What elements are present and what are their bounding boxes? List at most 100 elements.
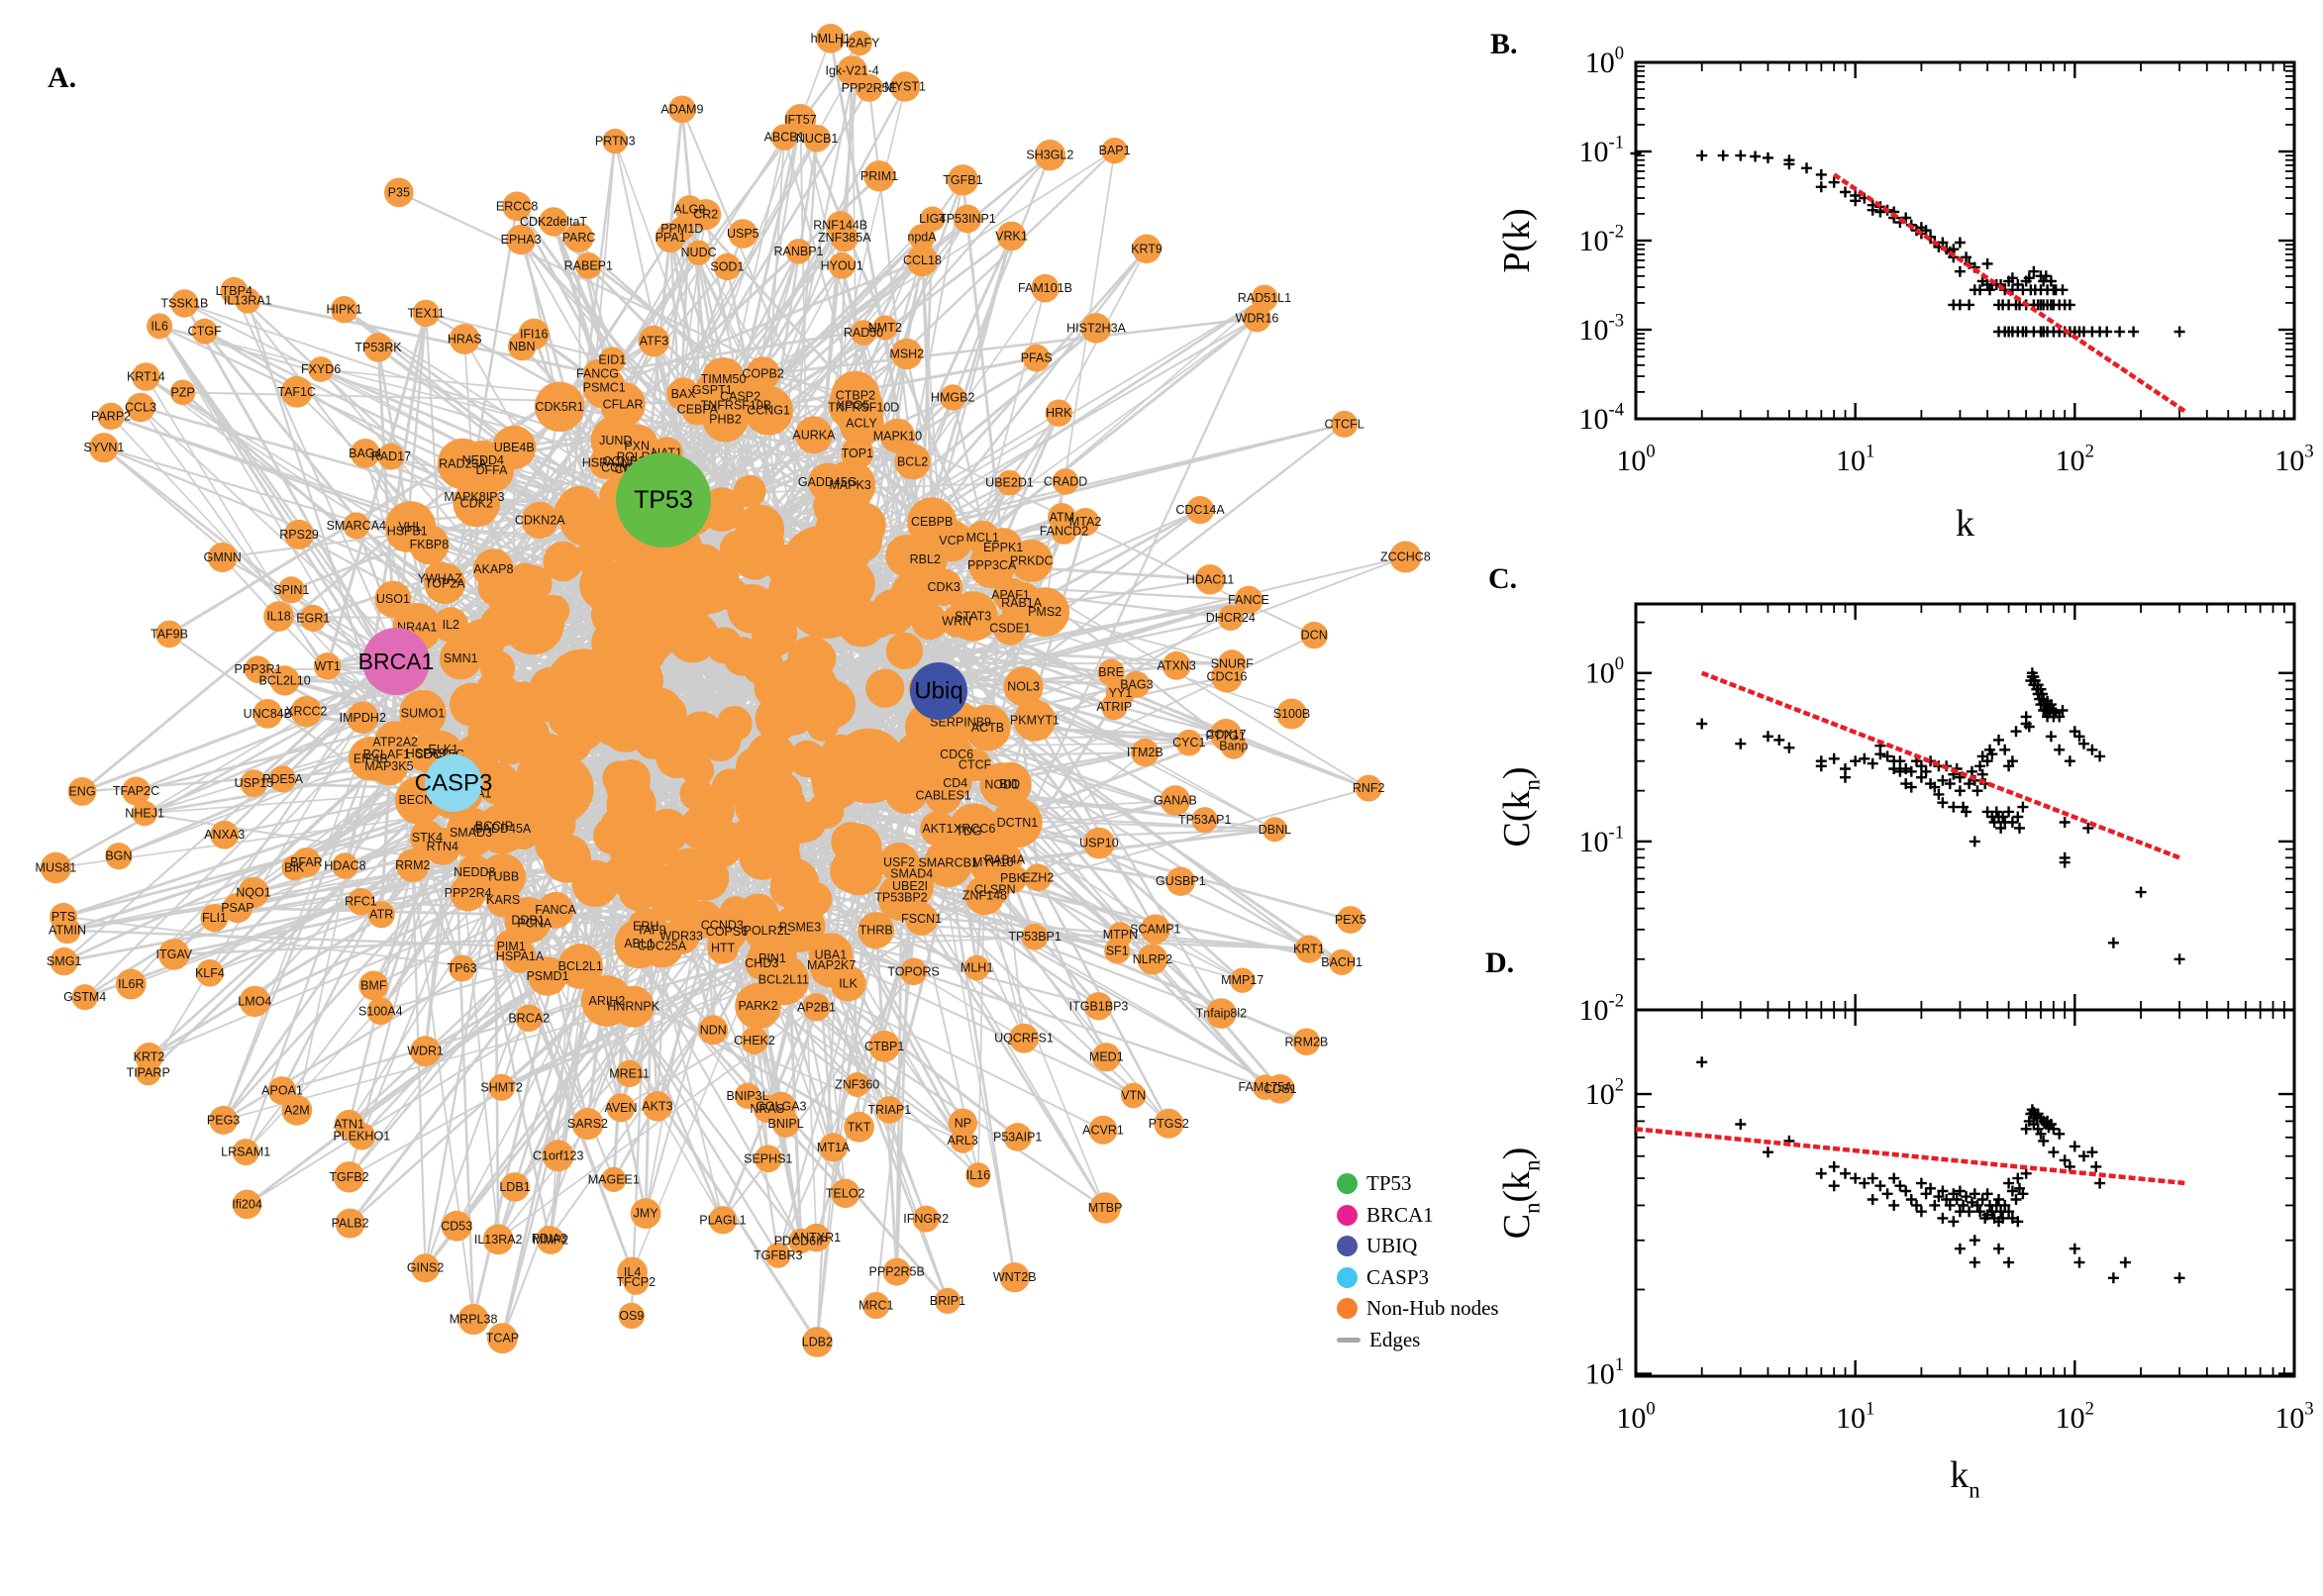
network-node [196,959,224,987]
network-node-label: PRKDC [1010,554,1054,568]
scatter-point [1993,1194,2004,1205]
scatter-point [2045,731,2057,743]
network-node-label: SCAMP1 [1130,923,1180,937]
network-node-label: BCL2L1 [558,959,603,973]
scatter-point [2017,801,2029,813]
axis-tick-label: 10-2 [1579,222,1625,258]
network-node [367,901,395,929]
network-node-label: STK4 [412,831,443,845]
network-node-label: S100B [1273,707,1311,721]
scatter-point [2094,750,2106,762]
network-node-label: ZNF385A [818,231,871,245]
scatter-point [2006,755,2018,767]
network-node-label: HSPA1A [496,949,545,963]
scatter-point [1964,778,1975,790]
scatter-point [1850,755,1862,767]
network-node [450,682,493,727]
network-node [343,512,370,540]
network-node-label: KRT14 [127,370,165,384]
panel-label-c: C. [1488,562,1518,595]
network-node-label: RPS29 [279,528,319,542]
axis-tick-label: 10-3 [1579,311,1625,348]
network-node-label: NOL3 [1007,680,1040,694]
scatter-point [1951,1194,1963,1205]
panel-b-plot: 100 10-1 10-2 10-3 10-4 100 101 102 103 k P(k) [1496,44,2314,546]
network-node [500,1172,530,1202]
scatter-point [1954,771,1966,783]
network-node [618,1302,645,1330]
network-node-label: ERCC8 [496,199,538,213]
network-node-label: FLI1 [202,911,227,925]
network-node-label: Banp [1219,740,1248,753]
network-node [449,954,476,982]
scatter-point [2173,326,2185,338]
scatter-point [1850,195,1862,207]
network-node-label: DCTN1 [997,816,1039,830]
network-node [1100,693,1128,721]
network-edge [938,598,1250,693]
network-node [1154,1108,1184,1139]
network-node [210,820,240,849]
network-node-label: GMNN [204,550,242,564]
scatter-point [2086,744,2098,755]
legend-item: BRCA1 [1337,1200,1499,1232]
network-node [50,947,78,976]
scatter-point [2003,1177,2015,1189]
network-node [534,381,585,432]
network-edge [62,798,420,919]
scatter-point [1867,1172,1878,1184]
network-node-label: IL13RA2 [474,1233,523,1247]
network-node-label: DHCR24 [1206,611,1256,625]
network-node [67,777,97,806]
scatter-point [1773,734,1785,746]
network-node-label: TRIAP1 [867,1103,911,1117]
network-node [439,637,482,680]
scatter-point [2059,817,2070,828]
network-node-label: CEBPA [677,402,719,416]
scatter-point [2073,1256,2085,1268]
network-node-label: NRAS [750,1102,784,1116]
network-node-label: BIK [284,861,305,875]
network-node-label: VHL [398,520,422,534]
network-node [132,362,160,391]
network-node-label: CTCFL [1324,417,1364,431]
network-node [947,164,979,196]
network-node-label: IFI16 [520,328,549,342]
network-node [865,668,905,708]
network-node-label: WNT2B [993,1270,1037,1284]
network-node-label: CDC16 [1207,670,1248,684]
network-node-label: ZNF148 [962,888,1007,902]
network-node-label: GADD45A [473,822,532,836]
network-node-label: EPPK1 [983,541,1023,554]
network-node-label: TCAP [486,1332,519,1346]
network-node [875,1096,904,1124]
scatter-point [1995,822,2007,834]
hub-node-label: BRCA1 [358,648,435,674]
network-node-label: CCND3 [701,919,744,933]
network-node-label: CTGF [188,325,222,339]
scatter-point [1969,1256,1980,1268]
network-node-label: TOPORS [887,964,940,978]
network-node-label: RABEP1 [564,258,613,272]
network-node-label: CABLES1 [915,789,970,803]
network-node [200,904,229,933]
network-node-label: HSPB1 [387,524,428,538]
network-node [1021,923,1049,950]
network-node [365,734,408,776]
hub-node-tp53 [616,452,711,548]
scatter-point [1954,1206,1966,1218]
legend-item: CASP3 [1337,1262,1499,1294]
network-node-label: MMP17 [1221,973,1263,987]
scatter-point [1933,788,1945,800]
scatter-point [1735,1119,1747,1130]
network-edge [1033,719,1157,931]
network-node [267,1076,297,1105]
network-node [488,1073,516,1101]
network-node-label: DDB1 [511,914,544,928]
network-node-label: TEX11 [408,306,445,320]
network-node [542,834,592,883]
network-node-label: RAB1A [1001,596,1043,610]
network-node [1009,1023,1039,1053]
scatter-point [1969,1235,1980,1247]
